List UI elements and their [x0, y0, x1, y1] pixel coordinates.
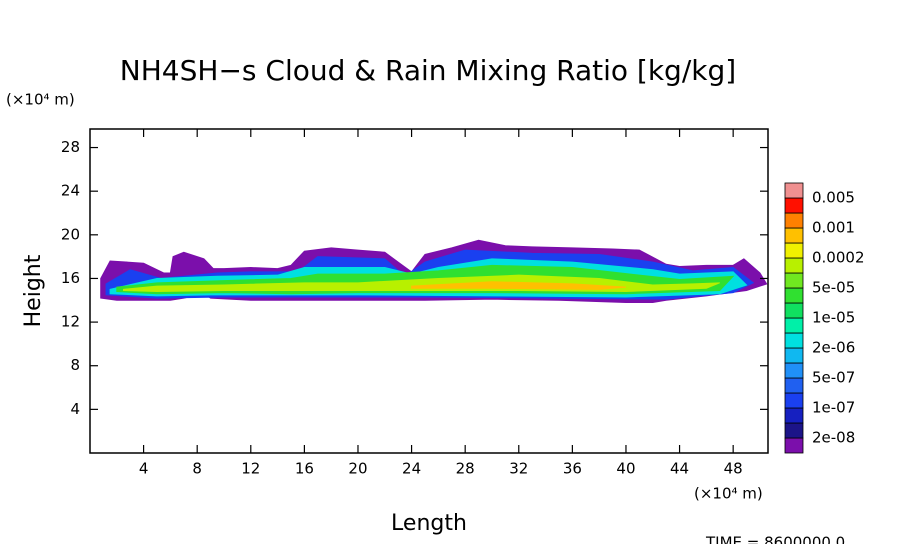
x-axis-label: Length — [391, 511, 467, 536]
colorbar-box — [784, 242, 804, 259]
x-tick-label: 32 — [509, 460, 528, 478]
y-tick-label: 28 — [61, 138, 80, 156]
colorbar-label: 0.001 — [812, 219, 855, 237]
x-tick-label: 8 — [192, 460, 202, 478]
y-tick-label: 20 — [61, 225, 80, 243]
colorbar-label: 0.0002 — [812, 249, 865, 267]
colorbar-box — [784, 377, 804, 394]
colorbar-box — [784, 392, 804, 409]
colorbar-label: 2e-06 — [812, 339, 855, 357]
colorbar-box — [784, 302, 804, 319]
colorbar-box — [784, 257, 804, 274]
colorbar-box — [784, 197, 804, 214]
colorbar-box — [784, 287, 804, 304]
x-tick-label: 44 — [670, 460, 689, 478]
colorbar-label: 5e-07 — [812, 369, 855, 387]
colorbar-box — [784, 212, 804, 229]
x-unit: (×10⁴ m) — [694, 485, 763, 503]
y-tick-label: 4 — [70, 400, 80, 418]
x-tick-label: 16 — [295, 460, 314, 478]
y-tick-label: 16 — [61, 269, 80, 287]
colorbar-box — [784, 437, 804, 454]
colorbar-label: 2e-08 — [812, 429, 855, 447]
colorbar-box — [784, 362, 804, 379]
x-tick-label: 24 — [402, 460, 421, 478]
colorbar-box — [784, 332, 804, 349]
y-axis-label: Height — [21, 254, 46, 327]
y-tick-label: 24 — [61, 182, 80, 200]
colorbar-label: 5e-05 — [812, 279, 855, 297]
y-tick-label: 8 — [70, 356, 80, 374]
y-tick-label: 12 — [61, 313, 80, 331]
colorbar-box — [784, 407, 804, 424]
colorbar-box — [784, 422, 804, 439]
colorbar-box — [784, 272, 804, 289]
colorbar-box — [784, 182, 804, 199]
colorbar-box — [784, 227, 804, 244]
x-tick-label: 28 — [456, 460, 475, 478]
colorbar-label: 1e-07 — [812, 399, 855, 417]
x-tick-label: 36 — [563, 460, 582, 478]
footer: TIME = 8600000.0 — [705, 534, 845, 544]
colorbar-box — [784, 347, 804, 364]
colorbar-label: 0.005 — [812, 189, 855, 207]
colorbar-label: 1e-05 — [812, 309, 855, 327]
x-tick-label: 40 — [616, 460, 635, 478]
x-tick-label: 20 — [348, 460, 367, 478]
colorbar-box — [784, 317, 804, 334]
contour-region — [411, 281, 627, 290]
chart-title: NH4SH−s Cloud & Rain Mixing Ratio [kg/kg… — [120, 54, 736, 87]
x-tick-label: 4 — [139, 460, 149, 478]
y-unit: (×10⁴ m) — [6, 91, 75, 109]
x-tick-label: 48 — [724, 460, 743, 478]
x-tick-label: 12 — [241, 460, 260, 478]
plot-frame — [89, 128, 769, 454]
